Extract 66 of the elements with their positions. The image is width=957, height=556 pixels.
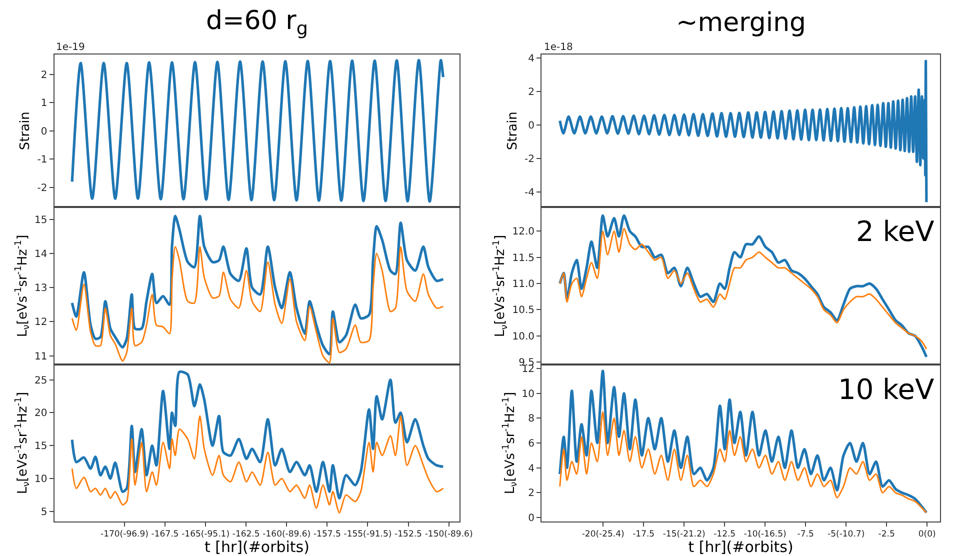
y-tick-label: 2 bbox=[528, 86, 535, 98]
y-tick-label: 12.0 bbox=[512, 226, 535, 238]
x-tick-label: -5(-10.7) bbox=[828, 529, 865, 540]
y-tick-label: 20 bbox=[34, 408, 48, 420]
line-series bbox=[70, 58, 444, 203]
text: 1e-19 bbox=[56, 42, 85, 53]
x-tick-label: -150(-89.6) bbox=[424, 529, 473, 540]
x-tick-label: -15(-21.2) bbox=[662, 529, 706, 540]
chart-title: ~merging bbox=[676, 8, 806, 38]
chart-title: d=60 r$_{g}$ bbox=[206, 6, 308, 40]
y-tick-label: 10.0 bbox=[512, 331, 535, 342]
y-tick-label: 15 bbox=[34, 214, 48, 226]
y-tick-label: 8 bbox=[528, 414, 535, 425]
y-tick-label: 6 bbox=[528, 438, 535, 450]
line-series bbox=[70, 370, 444, 500]
y-tick-label: 12 bbox=[34, 317, 48, 328]
x-tick-label: -10(-16.5) bbox=[744, 529, 786, 540]
y-tick-label: 2 bbox=[40, 70, 48, 81]
x-tick-label: -165(-95.1) bbox=[182, 529, 230, 540]
y-tick-label: 0 bbox=[528, 513, 535, 524]
y-tick-label: 11.0 bbox=[512, 279, 535, 290]
y-tick-label: 0 bbox=[528, 120, 535, 132]
y-tick-label: 4 bbox=[528, 53, 535, 64]
annotation: 10 keV bbox=[838, 373, 934, 406]
line-series bbox=[558, 60, 928, 204]
y-tick-label: 13 bbox=[34, 283, 48, 294]
x-tick-label: -7.5 bbox=[797, 529, 814, 540]
y-tick-label: -2 bbox=[524, 154, 535, 165]
x-tick-label: -167.5 bbox=[151, 529, 179, 540]
y-tick-label: 0 bbox=[40, 126, 48, 138]
line-series bbox=[559, 411, 928, 514]
x-tick-label: -2.5 bbox=[878, 529, 895, 540]
y-tick-label: 15 bbox=[34, 441, 48, 452]
y-tick-label: 2 bbox=[528, 488, 535, 500]
x-tick-label: -170(-96.9) bbox=[100, 529, 148, 540]
line-series bbox=[71, 415, 444, 514]
y-tick-label: 25 bbox=[34, 375, 48, 386]
y-tick-label: 10.5 bbox=[512, 305, 535, 316]
line-series bbox=[71, 246, 444, 364]
annotation: 2 keV bbox=[856, 215, 934, 248]
x-tick-label: -157.5 bbox=[313, 529, 341, 540]
line-series bbox=[70, 214, 444, 356]
y-tick-label: 10 bbox=[522, 388, 535, 400]
x-tick-label: -20(-25.4) bbox=[582, 529, 624, 540]
y-axis-title: Strain bbox=[18, 112, 34, 150]
x-axis-title: t [hr](#orbits) bbox=[204, 538, 310, 556]
x-tick-label: -12.5 bbox=[714, 529, 736, 540]
x-tick-label: -17.5 bbox=[632, 529, 655, 540]
y-tick-label: 11 bbox=[34, 351, 48, 362]
x-tick-label: -155(-91.5) bbox=[344, 529, 392, 540]
x-tick-label: 0(0) bbox=[918, 529, 936, 540]
y-tick-label: 10 bbox=[34, 474, 48, 486]
y-tick-label: -2 bbox=[37, 182, 48, 194]
y-tick-label: 14 bbox=[34, 249, 48, 260]
x-tick-label: -160(-89.6) bbox=[262, 529, 311, 540]
text: 1e-18 bbox=[544, 42, 573, 53]
y-tick-label: 4 bbox=[528, 463, 535, 474]
y-tick-label: -4 bbox=[524, 188, 535, 199]
y-tick-label: 1 bbox=[40, 98, 48, 110]
x-tick-label: -152.5 bbox=[394, 529, 422, 540]
y-tick-label: 5 bbox=[40, 506, 48, 518]
y-tick-label: -1 bbox=[37, 154, 48, 166]
y-axis-title: Strain bbox=[506, 112, 521, 150]
x-tick-label: -162.5 bbox=[232, 529, 260, 540]
y-tick-label: 11.5 bbox=[512, 252, 535, 264]
x-axis-title: t [hr](#orbits) bbox=[688, 538, 794, 556]
